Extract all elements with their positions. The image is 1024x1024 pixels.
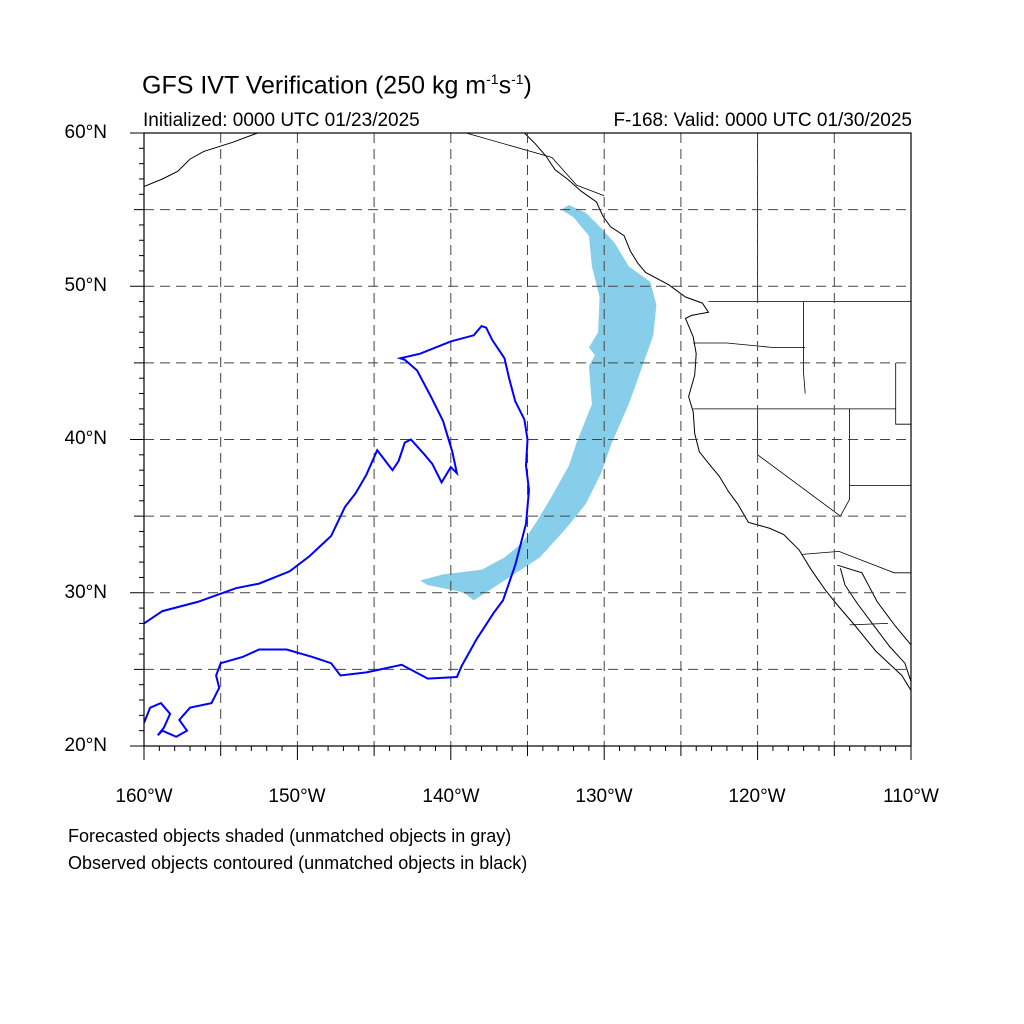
chart-title: GFS IVT Verification (250 kg m-1s-1): [142, 71, 532, 100]
lat-label-40n: 40°N: [64, 428, 107, 449]
lon-label-120w: 120°W: [728, 786, 786, 807]
political-border: [849, 623, 889, 626]
lon-label-130w: 130°W: [575, 786, 633, 807]
political-border: [693, 342, 806, 348]
coastline-alaska: [144, 133, 258, 188]
lon-label-150w: 150°W: [268, 786, 326, 807]
note-forecast: Forecasted objects shaded (unmatched obj…: [68, 826, 512, 846]
observed-ivt-contour: [144, 324, 531, 738]
initialized-time: Initialized: 0000 UTC 01/23/2025: [143, 110, 420, 131]
lon-label-110w: 110°W: [883, 786, 939, 807]
coastline-mainland-gulf: [837, 564, 911, 646]
title-unit-s: s: [498, 71, 512, 100]
coastline-baja-gulf: [839, 568, 911, 682]
title-main: GFS IVT Verification (250 kg m: [142, 71, 487, 100]
political-border: [465, 133, 605, 197]
title-exponent-1: -1: [486, 71, 499, 87]
political-border: [802, 550, 911, 574]
lat-label-30n: 30°N: [64, 582, 107, 603]
lat-label-60n: 60°N: [64, 122, 107, 143]
lat-label-50n: 50°N: [64, 275, 107, 296]
coastline-north-america: [524, 133, 911, 692]
title-close: ): [523, 71, 532, 100]
lat-label-20n: 20°N: [64, 735, 107, 756]
forecast-ivt-object: [420, 205, 657, 601]
lon-label-140w: 140°W: [422, 786, 480, 807]
political-border: [895, 362, 911, 425]
title-exponent-2: -1: [511, 71, 524, 87]
valid-time: F-168: Valid: 0000 UTC 01/30/2025: [613, 110, 912, 131]
political-border: [803, 301, 806, 394]
lon-label-160w: 160°W: [115, 786, 173, 807]
note-observed: Observed objects contoured (unmatched ob…: [68, 853, 528, 873]
